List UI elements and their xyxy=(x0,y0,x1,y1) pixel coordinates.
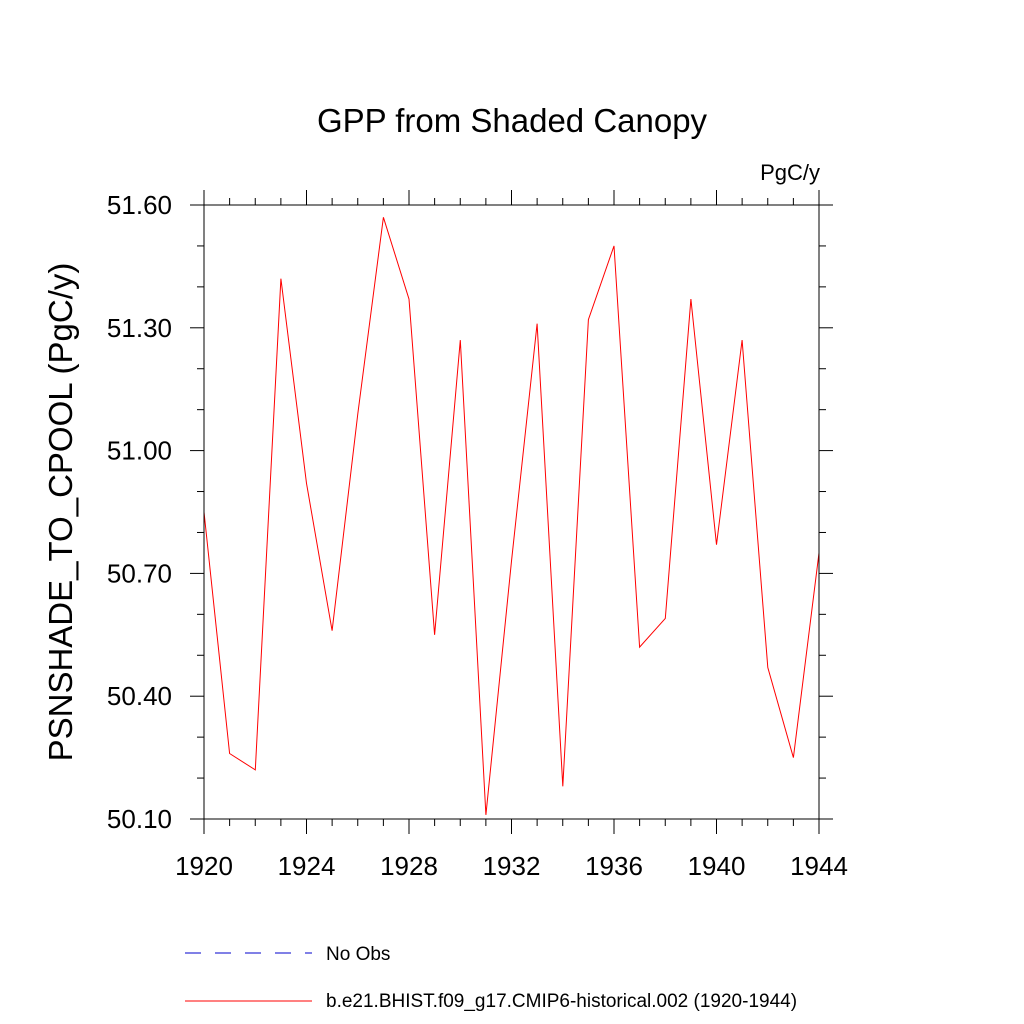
series-line xyxy=(203,217,820,815)
y-tick-label: 50.70 xyxy=(107,558,172,588)
chart-title: GPP from Shaded Canopy xyxy=(317,102,708,139)
legend-no-obs-label: No Obs xyxy=(326,944,390,965)
series-layer xyxy=(203,217,820,815)
y-tick-labels: 50.10 50.40 50.70 51.00 51.30 51.60 xyxy=(107,190,172,834)
x-tick-label: 1924 xyxy=(278,851,336,881)
legend-model-label: b.e21.BHIST.f09_g17.CMIP6-historical.002… xyxy=(326,991,797,1012)
y-tick-label: 51.30 xyxy=(107,313,172,343)
x-tick-label: 1932 xyxy=(483,851,541,881)
y-tick-label: 50.40 xyxy=(107,681,172,711)
y-tick-label: 50.10 xyxy=(107,804,172,834)
y-tick-label: 51.60 xyxy=(107,190,172,220)
units-label: PgC/y xyxy=(760,160,820,185)
ticks xyxy=(190,190,833,834)
x-tick-label: 1936 xyxy=(585,851,643,881)
y-tick-label: 51.00 xyxy=(107,436,172,466)
legend: No Obs b.e21.BHIST.f09_g17.CMIP6-histori… xyxy=(185,944,797,1012)
x-tick-labels: 1920 1924 1928 1932 1936 1940 1944 xyxy=(175,851,848,881)
plot-frame xyxy=(203,204,820,820)
x-tick-label: 1928 xyxy=(380,851,438,881)
x-tick-label: 1944 xyxy=(790,851,848,881)
y-axis-label: PSNSHADE_TO_CPOOL (PgC/y) xyxy=(42,263,79,762)
x-tick-label: 1940 xyxy=(688,851,746,881)
x-tick-label: 1920 xyxy=(175,851,233,881)
